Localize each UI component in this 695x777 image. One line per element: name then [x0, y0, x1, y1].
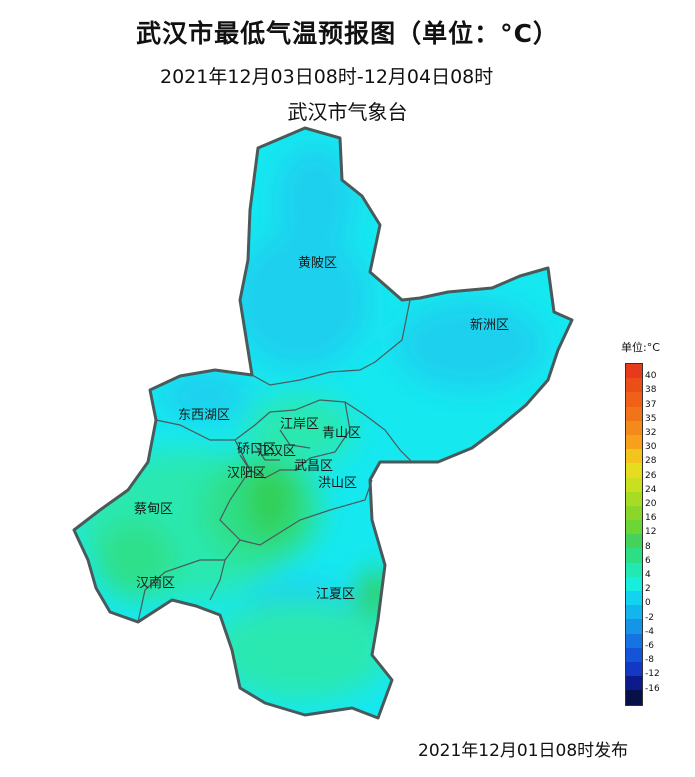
- map-title: 武汉市最低气温预报图（单位：°C）: [136, 19, 559, 48]
- legend-swatch: [626, 477, 642, 492]
- district-boundaries: [137, 299, 413, 623]
- label-huangpi: 黄陂区: [298, 255, 337, 271]
- legend-swatch: [626, 690, 642, 705]
- legend-tick-label: -8: [645, 655, 654, 666]
- label-jiangan: 江岸区: [280, 417, 319, 432]
- label-qiaokou: 硚口区: [237, 442, 276, 457]
- label-jianghan: 江汉区: [257, 444, 296, 459]
- legend-swatch: [626, 633, 642, 648]
- legend-tick-label: 38: [645, 385, 657, 396]
- legend-tick-label: 8: [645, 541, 651, 552]
- legend-swatch: [626, 420, 642, 435]
- legend-tick-label: -4: [645, 626, 654, 637]
- label-dongxihu: 东西湖区: [178, 408, 230, 423]
- label-caidian: 蔡甸区: [134, 502, 173, 517]
- legend-tick-label: -12: [645, 669, 660, 680]
- label-xinzhou: 新洲区: [470, 317, 509, 333]
- legend-swatch: [626, 434, 642, 450]
- issuing-agency: 武汉市气象台: [287, 100, 408, 124]
- legend-swatch: [626, 406, 642, 421]
- legend-swatch: [626, 449, 642, 464]
- legend-tick-label: -16: [645, 683, 660, 694]
- legend-swatch: [626, 619, 642, 634]
- issue-time: 2021年12月01日08时发布: [418, 741, 629, 761]
- legend-tick-label: 2: [645, 584, 651, 595]
- legend-tick-label: 4: [645, 570, 651, 580]
- district-labels: 黄陂区 新洲区 东西湖区 江岸区 青山区 硚口区 江汉区 汉阳区 武昌区 洪山区…: [134, 255, 509, 602]
- legend-swatch: [626, 491, 642, 506]
- legend-swatch: [626, 676, 642, 691]
- legend-tick-label: 0: [645, 598, 651, 609]
- legend-swatch: [626, 591, 642, 606]
- label-hanyang: 汉阳区: [227, 466, 266, 481]
- legend-swatch: [626, 647, 642, 662]
- forecast-period: 2021年12月03日08时-12月04日08时: [160, 66, 494, 88]
- legend-tick-label: 16: [645, 513, 657, 524]
- legend-title: 单位:°C: [621, 341, 660, 354]
- legend-tick-label: 32: [645, 428, 657, 438]
- label-jiangxia: 江夏区: [316, 587, 355, 602]
- legend-tick-label: 6: [645, 555, 651, 566]
- legend-swatch: [626, 534, 642, 549]
- label-wuchang: 武昌区: [294, 459, 333, 474]
- legend-swatch: [626, 661, 642, 677]
- label-hongshan: 洪山区: [318, 476, 357, 491]
- label-qingshan: 青山区: [322, 426, 361, 441]
- legend-tick-label: 24: [645, 484, 657, 495]
- legend-swatch: [626, 463, 642, 478]
- legend-swatch: [626, 548, 642, 563]
- legend-swatch: [626, 364, 642, 379]
- legend-tick-label: -2: [645, 612, 654, 623]
- legend-swatch: [626, 505, 642, 521]
- legend-tick-label: 12: [645, 527, 657, 538]
- legend-swatch: [626, 520, 642, 535]
- label-hannan: 汉南区: [136, 575, 175, 591]
- legend-swatch: [626, 605, 642, 620]
- legend-tick-label: 37: [645, 399, 657, 410]
- legend-swatch: [626, 576, 642, 591]
- legend-tick-label: 20: [645, 499, 657, 509]
- legend-tick-label: 28: [645, 456, 657, 467]
- color-legend: [625, 363, 643, 706]
- city-boundary: [72, 126, 574, 720]
- legend-tick-label: 35: [645, 413, 657, 424]
- legend-swatch: [626, 392, 642, 407]
- legend-tick-label: -6: [645, 641, 654, 651]
- legend-swatch: [626, 562, 642, 577]
- legend-tick-label: 30: [645, 442, 657, 453]
- legend-swatch: [626, 378, 642, 393]
- legend-tick-label: 26: [645, 470, 657, 481]
- legend-tick-label: 40: [645, 371, 657, 382]
